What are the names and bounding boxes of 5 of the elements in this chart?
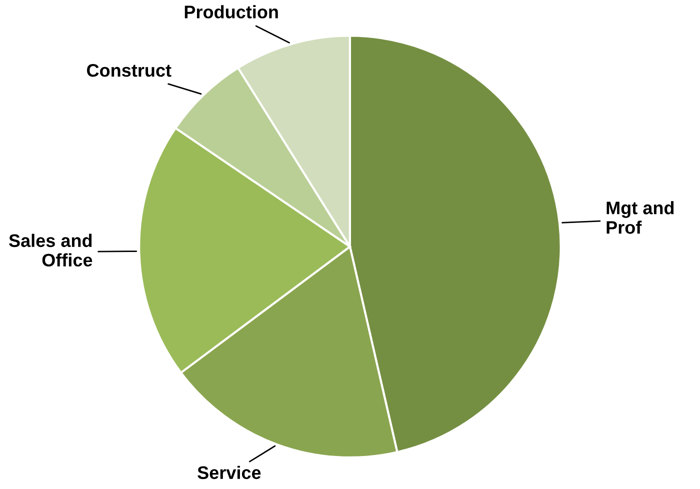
slice-label: Production: [184, 5, 278, 18]
slice-label: Construct: [87, 64, 172, 77]
slice-label: Sales and Office: [9, 234, 92, 267]
slice-label: Service: [198, 466, 261, 480]
slice-label: Mgt and Prof: [606, 201, 674, 234]
